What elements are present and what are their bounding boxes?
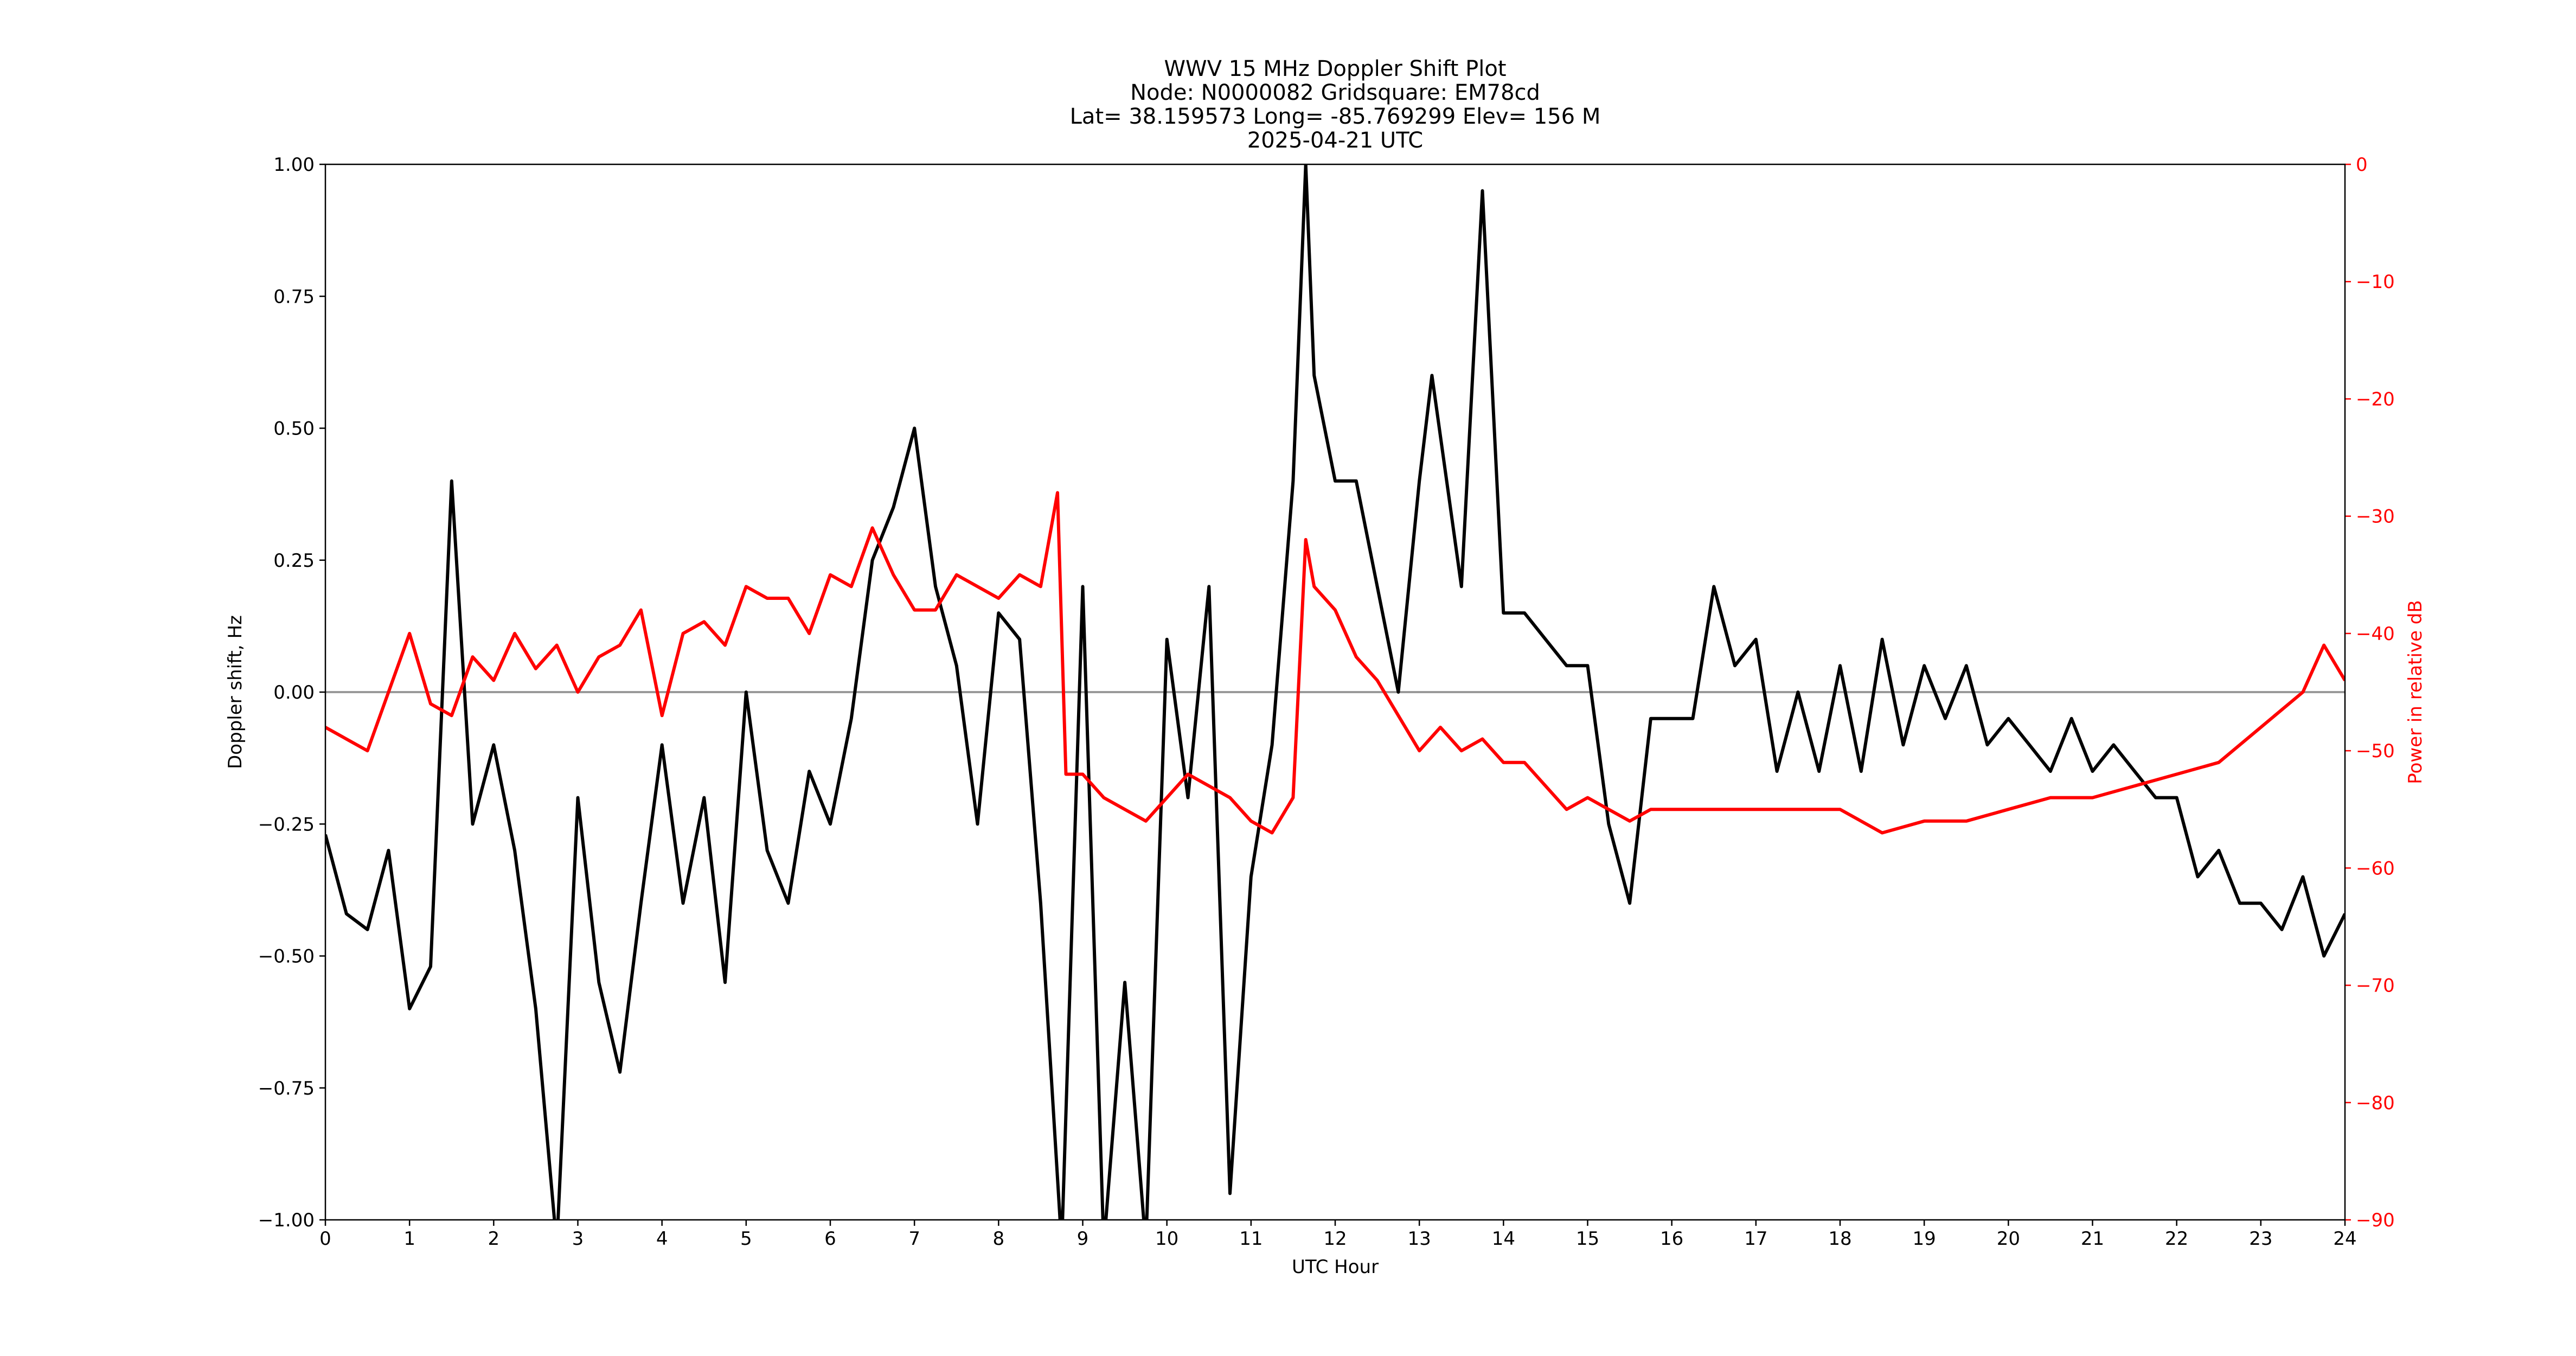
y-tick-label: 0.25: [273, 550, 315, 572]
y-tick-label: 1.00: [273, 154, 315, 176]
y-tick-label: 0.50: [273, 418, 315, 440]
series-line: [325, 491, 2345, 835]
x-tick-label: 13: [1408, 1228, 1431, 1250]
y-tick-label: 0.75: [273, 286, 315, 308]
y2-tick-label: −40: [2356, 623, 2395, 645]
y2-tick-label: −10: [2356, 271, 2395, 293]
x-tick-label: 18: [1828, 1228, 1851, 1250]
y2-tick-label: −90: [2356, 1210, 2395, 1231]
x-tick-label: 8: [993, 1228, 1005, 1250]
x-tick-label: 17: [1744, 1228, 1767, 1250]
y-tick-label: −0.75: [258, 1078, 315, 1099]
x-tick-label: 6: [824, 1228, 836, 1250]
x-tick-label: 22: [2165, 1228, 2188, 1250]
chart-title: Node: N0000082 Gridsquare: EM78cd: [1130, 80, 1540, 105]
x-tick-label: 15: [1576, 1228, 1599, 1250]
x-tick-label: 0: [319, 1228, 331, 1250]
x-tick-label: 2: [488, 1228, 500, 1250]
x-tick-label: 20: [1997, 1228, 2020, 1250]
x-tick-label: 24: [2333, 1228, 2356, 1250]
x-tick-label: 10: [1155, 1228, 1178, 1250]
x-axis-label: UTC Hour: [1292, 1256, 1379, 1278]
x-tick-label: 12: [1323, 1228, 1347, 1250]
x-tick-label: 3: [572, 1228, 584, 1250]
y2-tick-label: −80: [2356, 1092, 2395, 1114]
x-tick-label: 9: [1077, 1228, 1089, 1250]
y-tick-label: 0.00: [273, 682, 315, 703]
x-tick-label: 16: [1660, 1228, 1683, 1250]
plot-frame: [324, 163, 2346, 1221]
y-tick-label: −0.25: [258, 814, 315, 835]
chart-title: Lat= 38.159573 Long= -85.769299 Elev= 15…: [1070, 104, 1601, 129]
x-tick-label: 7: [908, 1228, 920, 1250]
x-tick-label: 19: [1913, 1228, 1936, 1250]
x-tick-label: 21: [2081, 1228, 2104, 1250]
y2-tick-label: −60: [2356, 858, 2395, 879]
y2-axis-label: Power in relative dB: [2405, 600, 2426, 784]
y-axis-label: Doppler shift, Hz: [225, 615, 246, 769]
x-tick-label: 23: [2249, 1228, 2272, 1250]
x-tick-label: 11: [1239, 1228, 1263, 1250]
y-tick-label: −0.50: [258, 946, 315, 968]
y2-tick-label: −70: [2356, 975, 2395, 997]
x-tick-label: 5: [740, 1228, 752, 1250]
y-tick-label: −1.00: [258, 1210, 315, 1231]
y2-tick-label: −20: [2356, 388, 2395, 410]
chart-title: WWV 15 MHz Doppler Shift Plot: [1164, 56, 1506, 81]
y2-tick-label: 0: [2356, 154, 2368, 176]
x-tick-label: 4: [656, 1228, 668, 1250]
y2-tick-label: −30: [2356, 506, 2395, 528]
series-line: [325, 164, 2345, 1220]
y2-tick-label: −50: [2356, 740, 2395, 762]
x-tick-label: 1: [403, 1228, 415, 1250]
x-tick-label: 14: [1492, 1228, 1515, 1250]
chart-title: 2025-04-21 UTC: [1247, 128, 1423, 153]
